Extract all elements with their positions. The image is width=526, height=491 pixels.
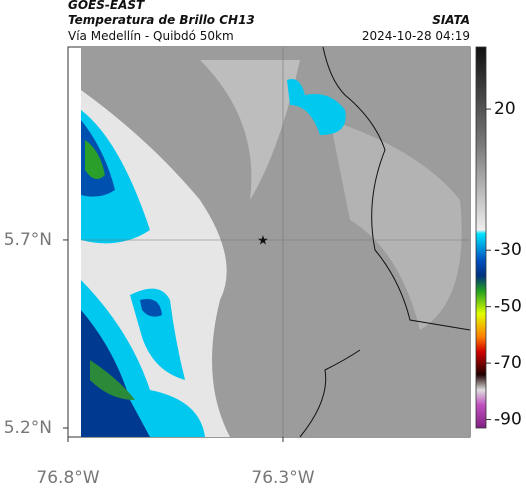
agency: SIATA — [432, 13, 470, 27]
colorbar-tick-label: -90 — [494, 410, 522, 430]
colorbar-tick-label: -50 — [494, 297, 522, 317]
x-tick-label: 76.8°W — [36, 468, 99, 488]
y-tick-label: 5.7°N — [4, 230, 52, 250]
colorbar-tick-label: 20 — [494, 99, 516, 119]
colorbar-tick-label: -30 — [494, 240, 522, 260]
y-tick-label: 5.2°N — [4, 418, 52, 438]
route: Vía Medellín - Quibdó 50km — [68, 29, 234, 43]
source: GOES-EAST — [68, 0, 145, 12]
title: Temperatura de Brillo CH13 — [68, 13, 255, 27]
timestamp: 2024-10-28 04:19 — [362, 29, 470, 43]
colorbar-tick-label: -70 — [494, 353, 522, 373]
satellite-image: ★ — [81, 47, 470, 437]
svg-text:★: ★ — [257, 234, 269, 249]
colorbar — [475, 46, 487, 429]
x-tick-label: 76.3°W — [251, 468, 314, 488]
